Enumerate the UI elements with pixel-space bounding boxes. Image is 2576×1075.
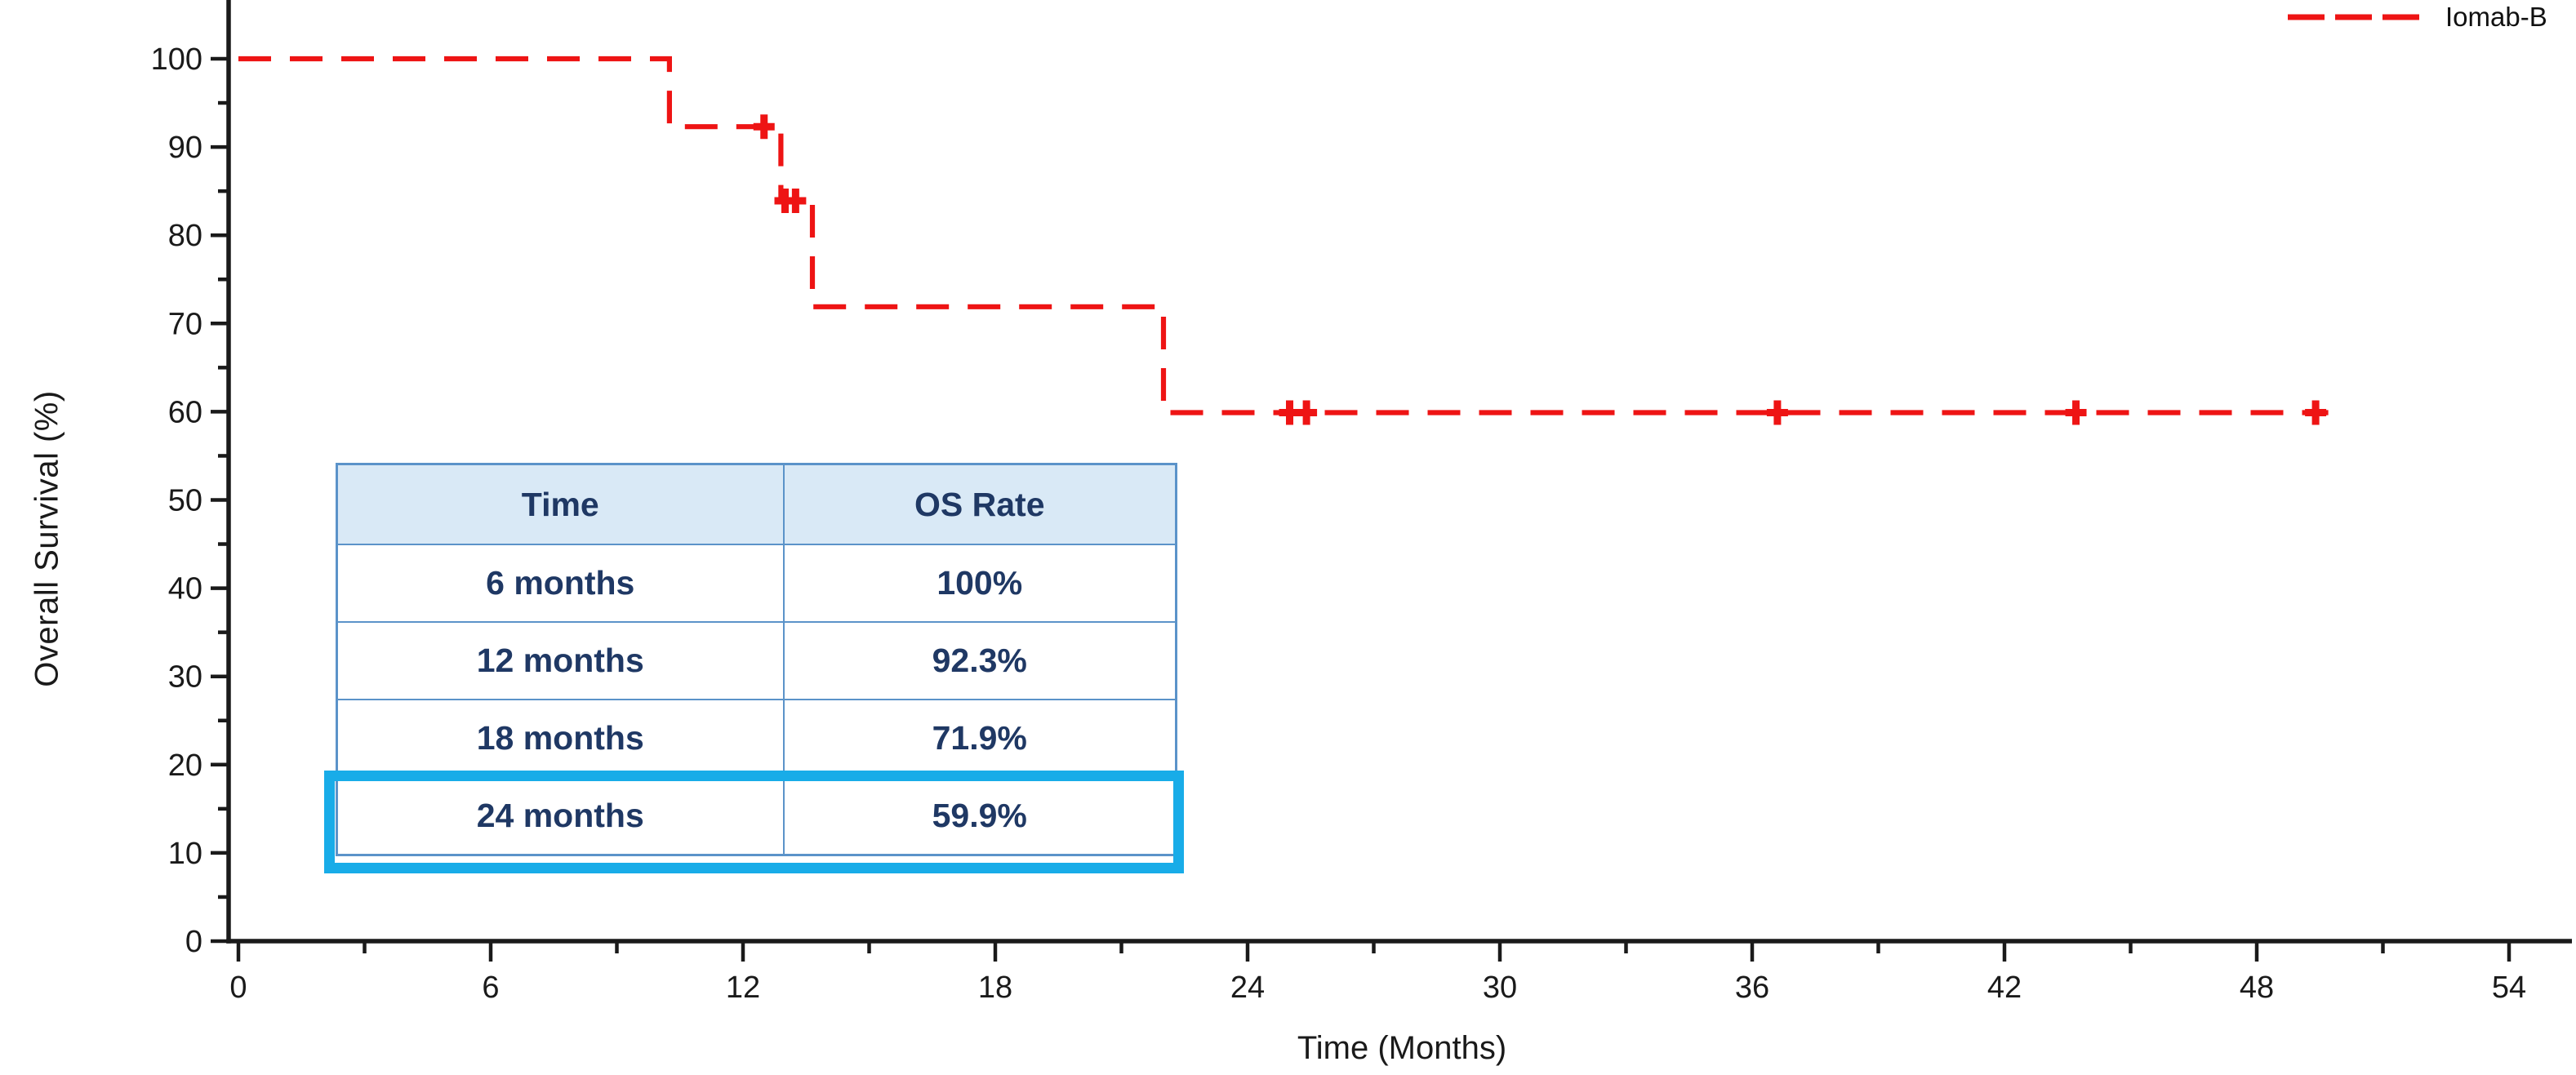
- y-axis-tick-label: 80: [168, 219, 202, 253]
- y-axis-tick-label: 40: [168, 572, 202, 606]
- y-axis-title: Overall Survival (%): [29, 390, 65, 687]
- table-header-cell: Time: [336, 463, 785, 545]
- table-cell: 24 months: [336, 776, 785, 856]
- x-axis-tick-label: 30: [1483, 971, 1517, 1005]
- table-cell: 18 months: [336, 699, 785, 778]
- x-axis-tick-label: 12: [726, 971, 760, 1005]
- table-cell: 6 months: [336, 544, 785, 623]
- legend-label: Iomab-B: [2445, 2, 2547, 32]
- legend-dashed-line-icon: [2288, 14, 2419, 20]
- table-row: 6 months 100%: [336, 544, 1177, 623]
- y-axis-tick-label: 90: [168, 131, 202, 165]
- table-cell: 71.9%: [782, 699, 1177, 778]
- y-axis-tick-label: 100: [151, 42, 202, 77]
- km-curve: [238, 56, 2329, 415]
- legend: Iomab-B: [2286, 2, 2547, 33]
- x-axis-tick-label: 0: [229, 971, 247, 1005]
- table-cell: 59.9%: [782, 776, 1177, 856]
- table-cell: 100%: [782, 544, 1177, 623]
- table-header-row: Time OS Rate: [336, 463, 1177, 545]
- y-axis-tick-label: 10: [168, 837, 202, 871]
- x-axis-tick-label: 18: [978, 971, 1012, 1005]
- table-header-cell: OS Rate: [782, 463, 1177, 545]
- y-axis-tick-label: 20: [168, 749, 202, 783]
- x-axis-tick-label: 36: [1735, 971, 1769, 1005]
- y-axis-tick-label: 50: [168, 484, 202, 518]
- y-axis-tick-label: 70: [168, 307, 202, 341]
- x-axis-tick-label: 42: [1987, 971, 2022, 1005]
- y-axis-tick-label: 30: [168, 660, 202, 695]
- x-axis-tick-label: 48: [2240, 971, 2274, 1005]
- y-axis-tick-label: 0: [185, 925, 202, 959]
- table-row: 12 months 92.3%: [336, 621, 1177, 700]
- os-rate-table: Time OS Rate 6 months 100% 12 months 92.3% 18…: [336, 463, 1177, 856]
- table-cell: 12 months: [336, 621, 785, 700]
- x-axis-tick-label: 24: [1230, 971, 1265, 1005]
- x-axis-tick-label: 6: [482, 971, 499, 1005]
- table-row-highlighted: 24 months 59.9%: [336, 776, 1177, 856]
- x-axis-title: Time (Months): [1297, 1030, 1507, 1066]
- x-axis-tick-label: 54: [2492, 971, 2526, 1005]
- table-row: 18 months 71.9%: [336, 699, 1177, 778]
- table-cell: 92.3%: [782, 621, 1177, 700]
- y-axis-tick-label: 60: [168, 395, 202, 429]
